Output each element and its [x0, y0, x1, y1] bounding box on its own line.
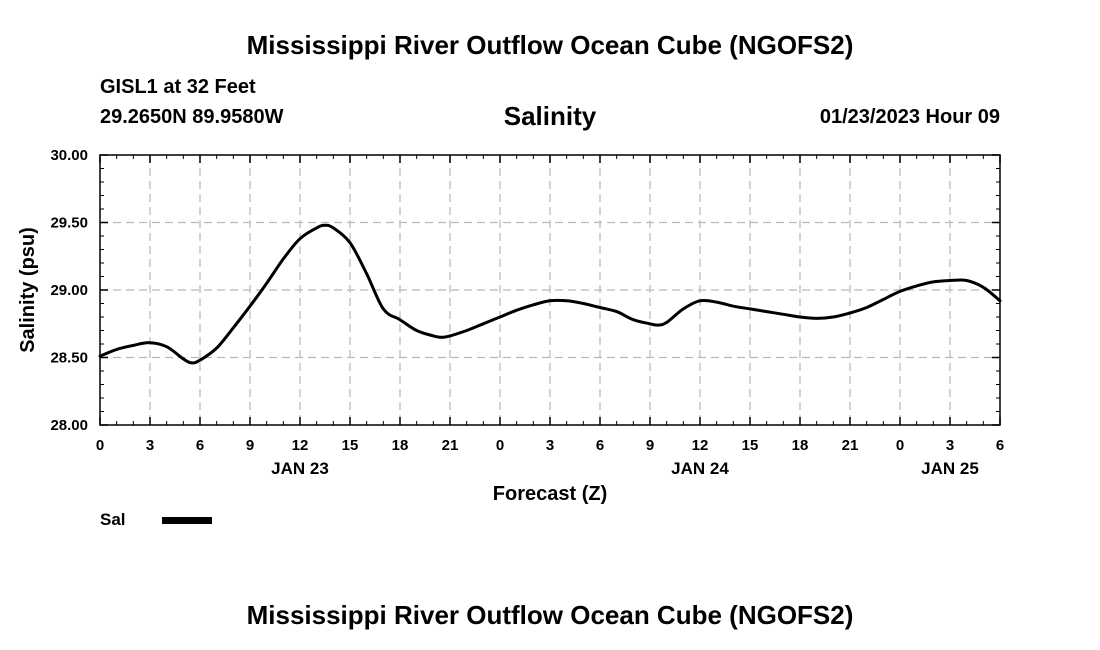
x-tick-label: 9	[646, 437, 654, 454]
x-tick-label: 0	[96, 437, 104, 454]
x-tick-label: 21	[442, 437, 459, 454]
coordinates-label: 29.2650N 89.9580W	[100, 106, 284, 128]
salinity-series-line	[98, 223, 1002, 365]
x-tick-label: 15	[742, 437, 759, 454]
y-tick-label: 29.50	[50, 215, 88, 232]
date-hour-label: 01/23/2023 Hour 09	[819, 106, 1000, 128]
date-label: JAN 24	[671, 459, 729, 478]
y-tick-label: 30.00	[50, 147, 88, 164]
x-tick-label: 12	[292, 437, 309, 454]
x-tick-label: 15	[342, 437, 359, 454]
y-tick-label: 28.50	[50, 350, 88, 367]
page-title: Mississippi River Outflow Ocean Cube (NG…	[246, 30, 854, 60]
x-tick-label: 12	[692, 437, 709, 454]
legend-label: Sal	[100, 510, 126, 529]
plot-frame	[99, 154, 1001, 426]
y-tick-label: 29.00	[50, 282, 88, 299]
x-tick-label: 9	[246, 437, 254, 454]
x-tick-label: 6	[196, 437, 204, 454]
x-tick-label: 18	[392, 437, 409, 454]
y-tick-label: 28.00	[50, 417, 88, 434]
x-tick-label: 18	[792, 437, 809, 454]
x-tick-label: 0	[896, 437, 904, 454]
x-axis-title: Forecast (Z)	[493, 483, 607, 505]
x-tick-label: 3	[546, 437, 554, 454]
x-tick-label: 3	[146, 437, 154, 454]
x-tick-label: 6	[996, 437, 1004, 454]
axis-labels: 0 3 6 9 12 15 18 21 0 3 6 9 12 15 18 21 0 3 6 28.00 28.50 29.…	[50, 147, 1004, 478]
date-label: JAN 25	[921, 459, 979, 478]
footer-title: Mississippi River Outflow Ocean Cube (NG…	[246, 600, 854, 630]
x-tick-label: 3	[946, 437, 954, 454]
x-tick-label: 6	[596, 437, 604, 454]
legend-line-swatch	[162, 517, 212, 524]
grid	[100, 155, 1000, 425]
station-label: GISL1 at 32 Feet	[100, 76, 256, 98]
chart-title: Salinity	[503, 101, 597, 131]
x-tick-label: 21	[842, 437, 859, 454]
date-label: JAN 23	[271, 459, 329, 478]
y-axis-title: Salinity (psu)	[17, 227, 39, 353]
x-tick-label: 0	[496, 437, 504, 454]
